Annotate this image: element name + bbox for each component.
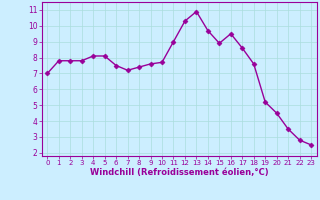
X-axis label: Windchill (Refroidissement éolien,°C): Windchill (Refroidissement éolien,°C) — [90, 168, 268, 177]
